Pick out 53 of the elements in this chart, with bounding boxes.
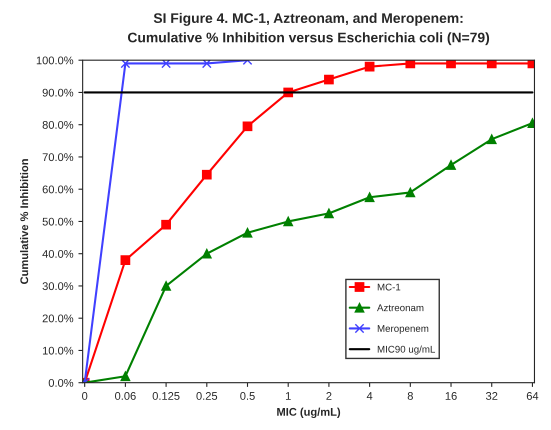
legend-label: MC-1 xyxy=(378,284,400,290)
x-axis-title: MIC (ug/mL) xyxy=(277,408,340,418)
legend-label: MIC90 ug/mL xyxy=(378,346,436,355)
y-tick-label: 40.0% xyxy=(42,250,74,258)
point xyxy=(324,208,334,218)
legend-label: Aztreonam xyxy=(377,304,424,312)
y-tick-label: 90.0% xyxy=(42,88,74,97)
point xyxy=(405,188,416,198)
x-tick-label: 8 xyxy=(408,392,413,400)
point xyxy=(120,255,130,266)
point xyxy=(486,60,497,68)
x-tick-label: 64 xyxy=(526,392,538,400)
y-tick-label: 50.0% xyxy=(42,218,74,226)
x-tick-label: 0.125 xyxy=(152,392,180,400)
y-tick-label: 60.0% xyxy=(42,185,74,194)
point xyxy=(120,371,130,382)
point xyxy=(161,281,171,291)
point xyxy=(161,220,171,230)
x-tick-label: 0.25 xyxy=(196,392,218,400)
y-tick-label: 10.0% xyxy=(42,346,74,355)
x-tick-label: 16 xyxy=(446,392,457,400)
point xyxy=(202,60,212,68)
point xyxy=(446,160,456,170)
point xyxy=(120,60,130,68)
y-tick-label: 0.0% xyxy=(48,378,74,387)
point xyxy=(324,74,334,84)
legend-label: Meropenem xyxy=(378,325,428,334)
y-tick-label: 100.0% xyxy=(36,56,74,64)
x-tick-label: 4 xyxy=(366,392,372,400)
point xyxy=(202,248,212,259)
x-tick-label: 0.06 xyxy=(115,392,136,400)
y-axis-title: Cumulative % Inhibition xyxy=(20,159,28,284)
y-tick-label: 80.0% xyxy=(42,120,74,129)
point xyxy=(446,60,456,68)
point xyxy=(161,60,171,68)
y-tick-label: 30.0% xyxy=(42,282,74,290)
point xyxy=(202,170,212,180)
chart-title: SI Figure 4. MC-1, Aztreonam, and Meropenem: xyxy=(154,12,462,26)
x-tick-label: 32 xyxy=(486,392,498,400)
point xyxy=(405,60,416,68)
y-tick-label: 70.0% xyxy=(42,153,74,162)
point xyxy=(364,62,374,72)
x-tick-label: 1 xyxy=(286,392,291,400)
chart-subtitle: Cumulative % Inhibition versus Escherichia coli (N=79) xyxy=(128,32,490,46)
x-tick-label: 2 xyxy=(326,392,332,400)
point xyxy=(364,192,374,202)
point xyxy=(242,121,252,132)
point xyxy=(283,216,294,226)
y-tick-label: 20.0% xyxy=(42,314,74,322)
point xyxy=(242,228,252,238)
x-tick-label: 0 xyxy=(82,392,88,400)
x-tick-label: 0.5 xyxy=(240,392,255,400)
point xyxy=(486,134,497,144)
